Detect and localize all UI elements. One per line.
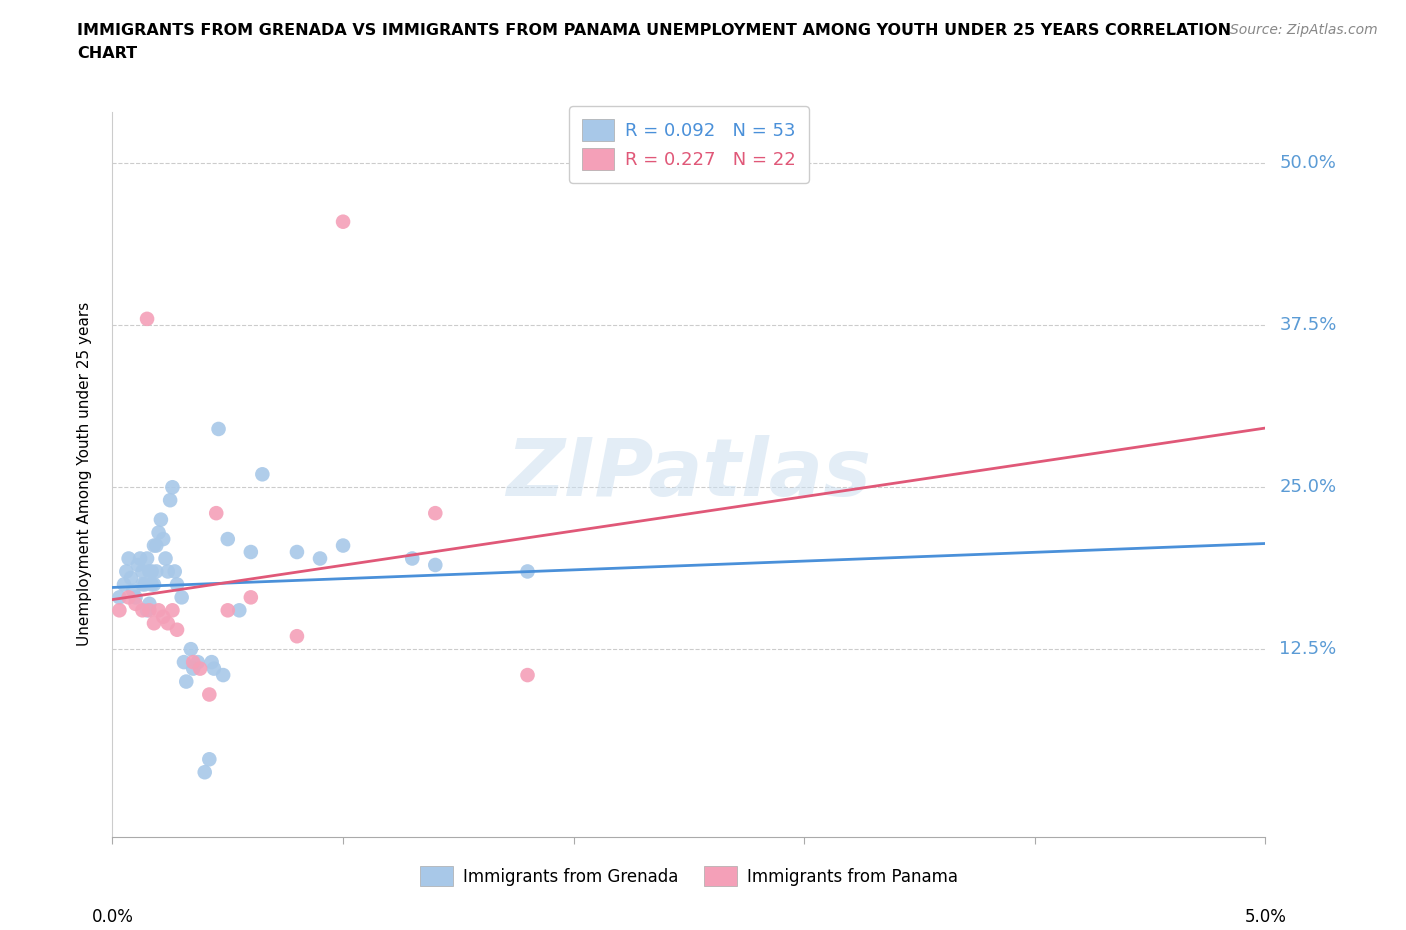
- Point: [152, 532, 174, 547]
- Point: [143, 538, 166, 553]
- Point: [181, 655, 204, 670]
- Point: [136, 312, 159, 326]
- Point: [122, 583, 145, 598]
- Point: [188, 661, 211, 676]
- Point: [134, 577, 156, 591]
- Point: [166, 622, 188, 637]
- Point: [124, 596, 146, 611]
- Point: [205, 506, 228, 521]
- Point: [170, 590, 193, 604]
- Point: [181, 661, 204, 676]
- Text: IMMIGRANTS FROM GRENADA VS IMMIGRANTS FROM PANAMA UNEMPLOYMENT AMONG YOUTH UNDER: IMMIGRANTS FROM GRENADA VS IMMIGRANTS FR…: [77, 23, 1232, 38]
- Point: [131, 577, 153, 591]
- Point: [309, 551, 332, 566]
- Point: [138, 603, 160, 618]
- Point: [141, 577, 163, 591]
- Point: [187, 655, 209, 670]
- Point: [239, 590, 262, 604]
- Point: [425, 506, 447, 521]
- Point: [401, 551, 423, 566]
- Point: [202, 661, 225, 676]
- Point: [163, 564, 186, 578]
- Point: [156, 564, 179, 578]
- Point: [198, 687, 221, 702]
- Point: [516, 668, 538, 683]
- Point: [425, 558, 447, 573]
- Point: [138, 564, 160, 578]
- Point: [131, 564, 153, 578]
- Point: [159, 493, 181, 508]
- Point: [127, 558, 149, 573]
- Point: [217, 603, 239, 618]
- Text: ZIPatlas: ZIPatlas: [506, 435, 872, 513]
- Point: [162, 480, 184, 495]
- Point: [212, 668, 235, 683]
- Point: [141, 564, 163, 578]
- Point: [143, 616, 166, 631]
- Point: [332, 538, 354, 553]
- Point: [180, 642, 202, 657]
- Point: [124, 590, 146, 604]
- Point: [285, 629, 308, 644]
- Point: [117, 590, 139, 604]
- Point: [166, 577, 188, 591]
- Point: [149, 512, 172, 527]
- Point: [162, 603, 184, 618]
- Point: [198, 751, 221, 766]
- Point: [156, 616, 179, 631]
- Point: [228, 603, 250, 618]
- Point: [120, 570, 142, 585]
- Point: [173, 655, 195, 670]
- Legend: Immigrants from Grenada, Immigrants from Panama: Immigrants from Grenada, Immigrants from…: [412, 858, 966, 894]
- Point: [194, 764, 217, 779]
- Point: [108, 603, 131, 618]
- Text: 0.0%: 0.0%: [91, 909, 134, 926]
- Point: [131, 603, 153, 618]
- Point: [152, 609, 174, 624]
- Point: [112, 577, 135, 591]
- Point: [145, 564, 167, 578]
- Point: [138, 596, 160, 611]
- Point: [174, 674, 197, 689]
- Text: 50.0%: 50.0%: [1279, 154, 1336, 172]
- Point: [332, 214, 354, 229]
- Point: [201, 655, 224, 670]
- Point: [108, 590, 131, 604]
- Point: [145, 538, 167, 553]
- Point: [136, 603, 159, 618]
- Text: 5.0%: 5.0%: [1244, 909, 1286, 926]
- Point: [239, 545, 262, 560]
- Point: [129, 551, 152, 566]
- Text: 12.5%: 12.5%: [1279, 640, 1337, 658]
- Point: [155, 551, 177, 566]
- Point: [117, 551, 139, 566]
- Text: Source: ZipAtlas.com: Source: ZipAtlas.com: [1230, 23, 1378, 37]
- Point: [143, 577, 166, 591]
- Point: [207, 421, 229, 436]
- Point: [148, 603, 170, 618]
- Point: [148, 525, 170, 540]
- Text: 25.0%: 25.0%: [1279, 478, 1337, 497]
- Point: [285, 545, 308, 560]
- Point: [217, 532, 239, 547]
- Point: [516, 564, 538, 578]
- Text: CHART: CHART: [77, 46, 138, 61]
- Point: [136, 551, 159, 566]
- Y-axis label: Unemployment Among Youth under 25 years: Unemployment Among Youth under 25 years: [77, 302, 91, 646]
- Text: 37.5%: 37.5%: [1279, 316, 1337, 334]
- Point: [252, 467, 274, 482]
- Point: [115, 564, 138, 578]
